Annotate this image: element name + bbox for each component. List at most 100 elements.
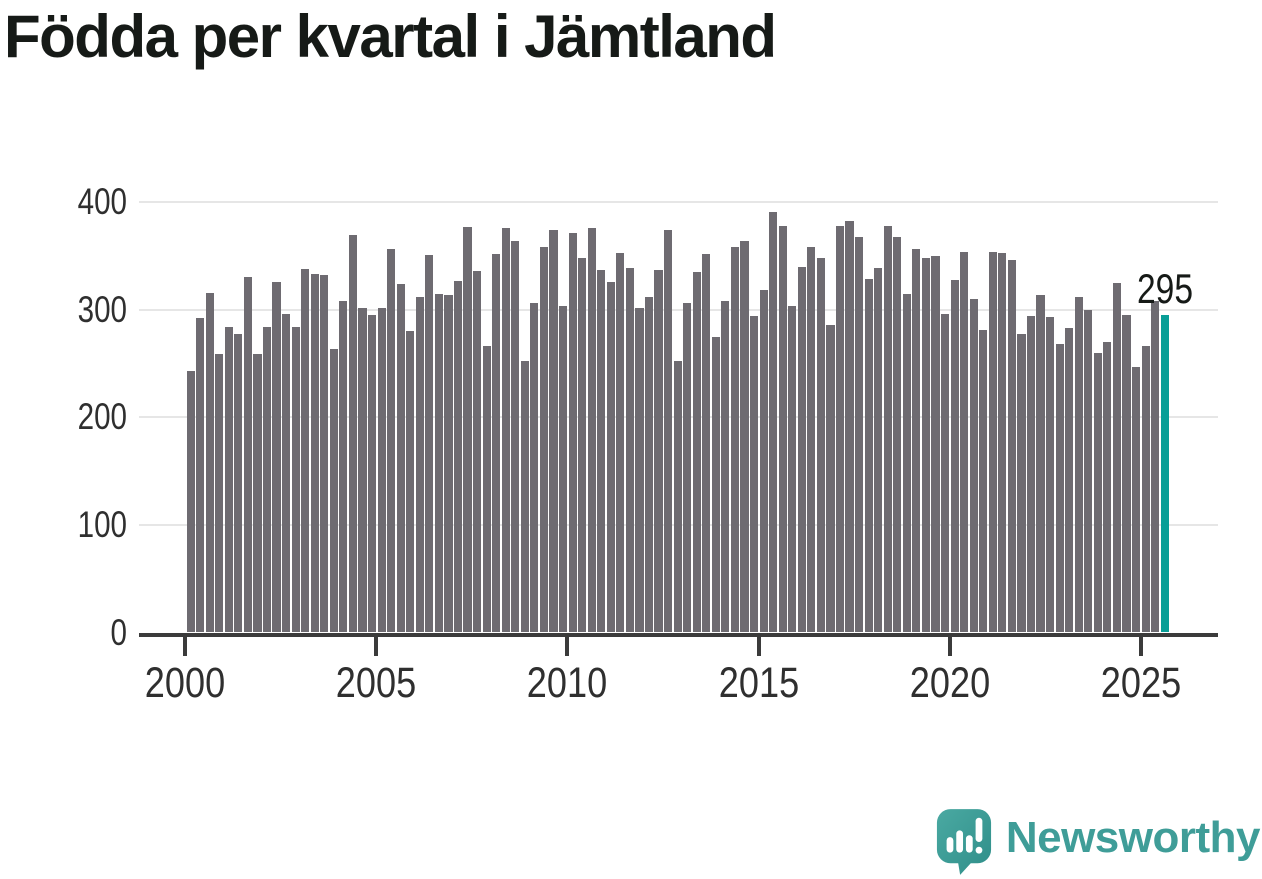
bar-2018-Q1 — [874, 267, 883, 633]
bar-2022-Q4 — [1055, 344, 1064, 633]
bar-2012-Q3 — [664, 230, 673, 633]
x-tick-2015 — [756, 636, 761, 656]
bar-2007-Q3 — [473, 271, 482, 633]
bar-2019-Q3 — [931, 256, 940, 633]
bar-2002-Q2 — [272, 281, 281, 633]
bar-2006-Q4 — [444, 294, 453, 633]
y-axis-label-300: 300 — [77, 288, 127, 330]
bar-2017-Q3 — [855, 236, 864, 633]
gridline-y300 — [139, 308, 1218, 311]
bar-2023-Q3 — [1084, 309, 1093, 633]
bar-2016-Q1 — [797, 266, 806, 633]
bar-2025-Q1 — [1141, 346, 1150, 633]
gridline-y400 — [139, 201, 1218, 204]
bar-2013-Q1 — [683, 303, 692, 633]
bar-2010-Q2 — [578, 258, 587, 633]
chart-speech-bubble-icon — [936, 809, 991, 875]
bar-2022-Q2 — [1036, 294, 1045, 633]
bar-2000-Q3 — [205, 292, 214, 633]
x-tick-2010 — [565, 636, 570, 656]
bar-2012-Q2 — [654, 270, 663, 633]
bar-2001-Q4 — [253, 353, 262, 633]
x-axis-label-2015: 2015 — [718, 658, 799, 707]
bar-2023-Q1 — [1065, 328, 1074, 633]
bar-2007-Q1 — [453, 280, 463, 633]
bar-2009-Q4 — [558, 305, 568, 633]
bar-2004-Q1 — [339, 301, 348, 633]
bar-2024-Q1 — [1103, 342, 1112, 633]
bar-2014-Q1 — [721, 301, 730, 633]
y-axis-label-200: 200 — [77, 396, 127, 438]
bar-2018-Q4 — [902, 293, 911, 633]
bar-2002-Q1 — [262, 327, 272, 633]
bar-2001-Q2 — [234, 333, 243, 633]
bar-2000-Q1 — [186, 371, 195, 633]
bar-2001-Q3 — [243, 276, 252, 633]
chart-title: Födda per kvartal i Jämtland — [4, 3, 777, 70]
bar-2013-Q3 — [702, 253, 711, 633]
bar-2020-Q2 — [960, 251, 969, 633]
bar-2014-Q3 — [740, 241, 749, 633]
bar-2011-Q3 — [625, 267, 634, 633]
x-axis-label-2010: 2010 — [527, 658, 608, 707]
bar-2003-Q1 — [301, 268, 310, 633]
bar-2006-Q3 — [434, 293, 443, 633]
x-tick-2025 — [1138, 636, 1143, 656]
bar-2019-Q2 — [921, 258, 931, 633]
bar-2004-Q3 — [358, 307, 367, 633]
bar-2012-Q4 — [673, 361, 682, 633]
bar-2009-Q1 — [530, 303, 539, 633]
bar-2010-Q1 — [568, 233, 577, 633]
y-axis-label-100: 100 — [77, 503, 127, 545]
bar-2013-Q4 — [711, 336, 720, 633]
bar-2022-Q1 — [1026, 316, 1036, 633]
bar-2015-Q4 — [788, 305, 797, 633]
bar-2015-Q3 — [778, 225, 787, 633]
bar-2022-Q3 — [1046, 317, 1055, 633]
bar-2021-Q4 — [1017, 333, 1026, 633]
bar-2015-Q1 — [759, 290, 768, 633]
x-axis-label-2025: 2025 — [1100, 658, 1181, 707]
bar-2016-Q3 — [816, 258, 825, 633]
bar-2010-Q4 — [597, 270, 606, 633]
bar-2006-Q1 — [415, 296, 424, 633]
x-axis-label-2000: 2000 — [144, 658, 226, 707]
bar-2018-Q3 — [893, 236, 902, 633]
value-annotation: 295 — [1136, 265, 1193, 313]
bar-2008-Q1 — [492, 253, 501, 633]
bar-2017-Q4 — [864, 278, 873, 633]
bar-2021-Q3 — [1007, 260, 1016, 633]
x-axis-label-2005: 2005 — [336, 658, 417, 707]
bar-2008-Q2 — [501, 228, 510, 633]
bar-2005-Q2 — [387, 248, 396, 633]
x-tick-2000 — [183, 636, 188, 656]
bar-2002-Q3 — [282, 314, 291, 633]
bar-2005-Q4 — [406, 331, 415, 633]
x-tick-2005 — [374, 636, 379, 656]
bar-2005-Q1 — [377, 307, 386, 633]
bar-2021-Q2 — [998, 252, 1007, 633]
bar-2023-Q2 — [1074, 296, 1083, 633]
bar-2021-Q1 — [988, 251, 997, 633]
newsworthy-logo: Newsworthy — [935, 807, 1261, 875]
bar-2014-Q4 — [749, 316, 759, 633]
bar-2008-Q3 — [511, 241, 520, 633]
bar-2015-Q2 — [769, 211, 778, 633]
bar-2009-Q2 — [539, 247, 549, 633]
bar-2014-Q2 — [730, 247, 740, 633]
bar-2020-Q4 — [979, 330, 988, 633]
bar-2004-Q2 — [348, 234, 358, 633]
bar-2020-Q3 — [969, 299, 978, 633]
bar-2005-Q3 — [396, 284, 405, 633]
x-tick-2020 — [947, 636, 952, 656]
bar-2025-Q3 — [1160, 315, 1169, 633]
bar-2025-Q2 — [1151, 301, 1160, 633]
bar-2016-Q2 — [807, 247, 816, 633]
x-axis-line — [139, 632, 1218, 637]
bar-2024-Q2 — [1112, 282, 1122, 633]
y-axis-label-0: 0 — [110, 611, 127, 653]
bar-2006-Q2 — [425, 254, 434, 633]
bar-2019-Q4 — [940, 314, 950, 633]
bar-2003-Q3 — [320, 275, 329, 633]
